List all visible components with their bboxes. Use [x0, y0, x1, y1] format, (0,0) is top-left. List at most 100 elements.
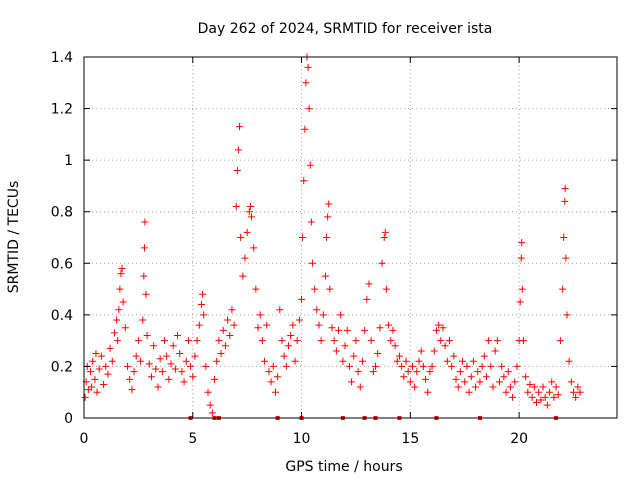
- data-point-plus: [110, 329, 118, 337]
- data-point-plus: [552, 383, 560, 391]
- data-point-plus: [313, 306, 321, 314]
- data-point-plus: [500, 373, 508, 381]
- data-point-plus: [92, 350, 100, 358]
- data-point-plus: [295, 316, 303, 324]
- data-point-plus: [239, 272, 247, 280]
- data-point-plus: [195, 321, 203, 329]
- data-point-plus: [480, 352, 488, 360]
- data-point-plus: [535, 388, 543, 396]
- y-axis-label: SRMTID / TECUs: [6, 181, 22, 294]
- data-point-plus: [128, 386, 136, 394]
- data-point-plus: [197, 301, 205, 309]
- data-point-plus: [428, 362, 436, 370]
- data-point-plus: [204, 388, 212, 396]
- data-point-plus: [237, 234, 245, 241]
- data-point-plus: [88, 383, 96, 391]
- data-point-plus: [81, 393, 89, 401]
- data-point-plus: [382, 285, 390, 293]
- data-point-plus: [115, 306, 123, 314]
- x-tick-label: 0: [80, 431, 89, 447]
- data-point-plus: [246, 203, 254, 211]
- data-point-plus: [241, 254, 249, 262]
- data-point-plus: [299, 234, 307, 241]
- data-point-plus: [121, 324, 129, 332]
- data-point-plus: [113, 316, 121, 324]
- data-point-plus: [282, 362, 290, 370]
- data-point-plus: [335, 326, 343, 334]
- data-point-plus: [330, 337, 338, 345]
- data-point-plus: [150, 342, 158, 350]
- data-point-plus: [409, 362, 417, 370]
- data-points: [81, 53, 584, 420]
- data-point-plus: [454, 383, 462, 391]
- data-point-plus: [236, 123, 244, 131]
- data-point-plus: [184, 337, 192, 345]
- data-point-plus: [182, 357, 190, 365]
- data-point-plus: [502, 388, 510, 396]
- data-point-plus: [406, 378, 414, 386]
- data-point-plus: [307, 218, 315, 226]
- data-point-plus: [328, 324, 336, 332]
- data-point-plus: [361, 326, 369, 334]
- y-tick-label: 0: [64, 411, 73, 427]
- data-point-plus: [130, 368, 138, 376]
- data-point-plus: [87, 368, 95, 376]
- data-point-plus: [474, 368, 482, 376]
- data-point-plus: [226, 331, 234, 339]
- data-point-plus: [432, 326, 440, 334]
- data-point-plus: [191, 352, 199, 360]
- data-point-plus: [437, 337, 445, 345]
- data-point-plus: [261, 357, 269, 365]
- data-point-plus: [140, 272, 148, 280]
- data-point-plus: [326, 285, 334, 293]
- data-point-plus: [215, 337, 223, 345]
- data-point-plus: [562, 254, 570, 262]
- data-point-plus: [256, 311, 264, 319]
- data-point-plus: [413, 368, 421, 376]
- data-point-plus: [269, 362, 277, 370]
- data-point-plus: [560, 234, 568, 241]
- data-point-plus: [422, 375, 430, 383]
- data-point-plus: [463, 362, 471, 370]
- data-point-plus: [325, 200, 333, 208]
- y-tick-label: 0.4: [51, 308, 73, 324]
- data-point-plus: [134, 337, 142, 345]
- data-point-plus: [350, 352, 358, 360]
- data-point-plus: [461, 378, 469, 386]
- data-point-plus: [441, 342, 449, 350]
- data-point-plus: [301, 125, 309, 133]
- data-point-plus: [332, 347, 340, 355]
- data-point-plus: [393, 357, 401, 365]
- data-point-plus: [430, 347, 438, 355]
- data-point-plus: [417, 347, 425, 355]
- data-point-plus: [211, 375, 219, 383]
- data-point-plus: [519, 337, 527, 345]
- data-point-plus: [450, 352, 458, 360]
- data-point-plus: [522, 373, 530, 381]
- data-point-plus: [358, 357, 366, 365]
- data-point-plus: [114, 337, 122, 345]
- data-point-plus: [415, 357, 423, 365]
- data-point-plus: [398, 362, 406, 370]
- data-point-plus: [389, 326, 397, 334]
- data-point-plus: [305, 105, 313, 113]
- data-point-plus: [108, 357, 116, 365]
- data-point-plus: [167, 360, 175, 368]
- data-point-plus: [443, 357, 451, 365]
- data-point-plus: [395, 352, 403, 360]
- data-point-plus: [563, 311, 571, 319]
- data-point-plus: [315, 321, 323, 329]
- data-point-plus: [467, 373, 475, 381]
- data-point-plus: [208, 409, 216, 417]
- data-point-plus: [424, 388, 432, 396]
- data-point-plus: [561, 185, 569, 193]
- data-point-plus: [199, 290, 207, 298]
- data-point-plus: [574, 383, 582, 391]
- data-point-plus: [472, 383, 480, 391]
- data-point-plus: [258, 337, 266, 345]
- y-tick-label: 0.6: [51, 256, 73, 272]
- data-point-plus: [263, 321, 271, 329]
- data-point-plus: [404, 368, 412, 376]
- data-point-plus: [391, 342, 399, 350]
- data-point-plus: [352, 337, 360, 345]
